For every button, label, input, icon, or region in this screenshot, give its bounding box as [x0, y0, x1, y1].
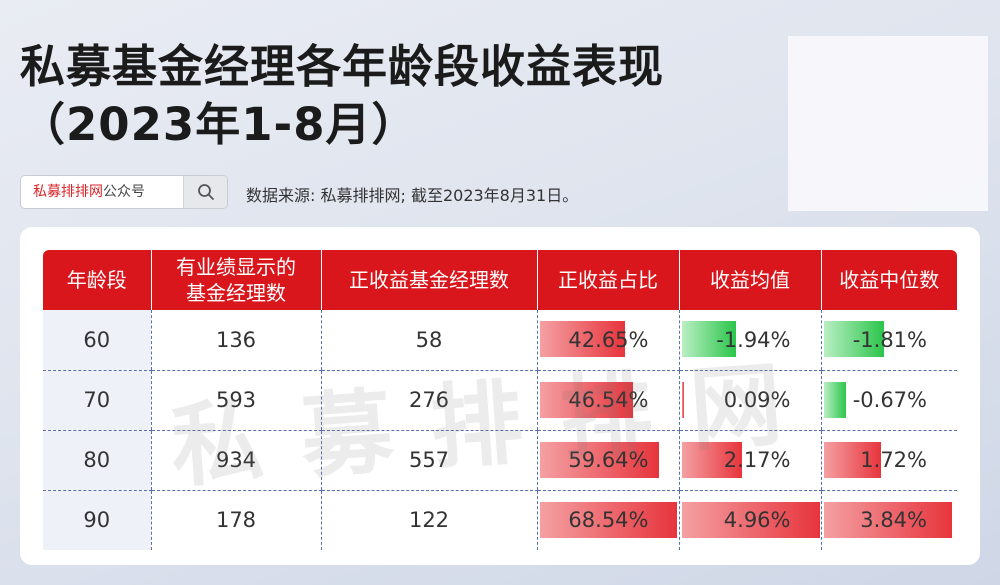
positive-data-bar [539, 321, 625, 357]
median-cell-value: 1.72% [860, 448, 927, 472]
col-header-mean: 收益均值 [678, 250, 821, 310]
positive-count-cell-value: 58 [415, 327, 443, 352]
positive-ratio-cell-value: 68.54% [568, 508, 649, 533]
count-cell-value: 136 [215, 327, 257, 352]
median-cell-value: -0.67% [852, 388, 927, 412]
positive-data-bar [823, 441, 882, 478]
age-cell: 80 [43, 430, 151, 491]
source-note: 数据来源: 私募排排网; 截至2023年8月31日。 [246, 186, 579, 205]
mean-cell: 0.09% [678, 370, 821, 431]
positive-count-cell: 122 [320, 490, 537, 550]
median-cell-value: -1.81% [852, 327, 927, 352]
age-cell-value: 90 [83, 508, 111, 533]
age-cell-value: 60 [83, 327, 111, 352]
count-cell-value: 593 [215, 388, 257, 412]
count-cell-value: 934 [215, 448, 257, 472]
positive-data-bar [681, 381, 685, 418]
title-line-2: （2023年1-8月） [20, 98, 418, 151]
negative-data-bar [823, 321, 885, 357]
mean-cell-value: 4.96% [723, 508, 791, 533]
table-row: 60 136 58 42.65% -1.94% -1.81% [43, 310, 957, 371]
search-icon [197, 184, 214, 200]
mean-cell-value: 2.17% [723, 448, 791, 472]
col-header-count: 有业绩显示的 基金经理数 [150, 250, 321, 310]
table-header-row: 年龄段 有业绩显示的 基金经理数 正收益基金经理数 正收益占比 收益均值 收益中位… [43, 250, 957, 310]
col-header-median-text: 收益中位数 [839, 268, 940, 292]
positive-ratio-cell: 46.54% [536, 370, 679, 431]
positive-count-cell: 557 [320, 430, 537, 491]
age-cell: 60 [43, 310, 151, 371]
age-cell-value: 80 [83, 448, 111, 472]
positive-ratio-cell: 68.54% [536, 490, 679, 550]
positive-ratio-cell-value: 46.54% [568, 388, 649, 412]
col-header-median: 收益中位数 [820, 250, 957, 310]
mean-cell-value: 0.09% [723, 388, 791, 412]
positive-count-cell: 58 [320, 310, 537, 371]
count-cell: 934 [150, 430, 321, 491]
search-box[interactable]: 私募排排网公众号 [20, 175, 228, 209]
mean-cell: -1.94% [678, 310, 821, 371]
table-row: 90 178 122 68.54% 4.96% 3.84% [43, 490, 957, 550]
search-brand: 私募排排网公众号 [21, 176, 183, 208]
search-button[interactable] [183, 176, 227, 208]
positive-count-cell-value: 122 [408, 508, 450, 533]
table-row: 80 934 557 59.64% 2.17% 1.72% [43, 430, 957, 491]
search-brand-name: 私募排排网 [33, 184, 103, 200]
age-cell: 90 [43, 490, 151, 550]
search-brand-suffix: 公众号 [103, 184, 145, 200]
positive-data-bar [681, 501, 821, 538]
count-cell: 178 [150, 490, 321, 550]
count-cell: 593 [150, 370, 321, 431]
title-line-1: 私募基金经理各年龄段收益表现 [20, 40, 665, 93]
positive-data-bar [539, 441, 659, 478]
age-cell-value: 70 [83, 388, 111, 412]
col-header-mean-text: 收益均值 [710, 268, 790, 292]
mean-cell: 4.96% [678, 490, 821, 550]
count-cell-value: 178 [215, 508, 257, 533]
mean-cell-value: -1.94% [716, 327, 791, 352]
positive-data-bar [539, 501, 677, 538]
col-header-positive-ratio: 正收益占比 [536, 250, 679, 310]
positive-count-cell-value: 557 [408, 448, 450, 472]
col-header-positive-count: 正收益基金经理数 [320, 250, 537, 310]
performance-table: 年龄段 有业绩显示的 基金经理数 正收益基金经理数 正收益占比 收益均值 收益中位… [43, 250, 957, 550]
mean-cell: 2.17% [678, 430, 821, 491]
positive-ratio-cell-value: 42.65% [568, 327, 649, 352]
col-header-age: 年龄段 [43, 250, 151, 310]
positive-data-bar [823, 501, 953, 538]
positive-ratio-cell: 42.65% [536, 310, 679, 371]
positive-data-bar [681, 441, 743, 478]
positive-ratio-cell: 59.64% [536, 430, 679, 491]
blank-panel [788, 36, 988, 211]
median-cell: 1.72% [820, 430, 957, 491]
col-header-count-line1: 有业绩显示的 [176, 255, 296, 279]
age-cell: 70 [43, 370, 151, 431]
col-header-count-line2: 基金经理数 [186, 281, 286, 305]
col-header-age-text: 年龄段 [66, 268, 127, 292]
col-header-positive-count-text: 正收益基金经理数 [349, 268, 509, 292]
positive-count-cell-value: 276 [408, 388, 450, 412]
negative-data-bar [681, 321, 736, 357]
positive-count-cell: 276 [320, 370, 537, 431]
negative-data-bar [823, 381, 846, 418]
count-cell: 136 [150, 310, 321, 371]
median-cell: -0.67% [820, 370, 957, 431]
table-row: 70 593 276 46.54% 0.09% -0.67% [43, 370, 957, 431]
page-title: 私募基金经理各年龄段收益表现 （2023年1-8月） [20, 38, 664, 154]
median-cell: -1.81% [820, 310, 957, 371]
positive-data-bar [539, 381, 633, 418]
median-cell-value: 3.84% [860, 508, 927, 533]
positive-ratio-cell-value: 59.64% [568, 448, 649, 472]
median-cell: 3.84% [820, 490, 957, 550]
col-header-positive-ratio-text: 正收益占比 [558, 268, 658, 292]
